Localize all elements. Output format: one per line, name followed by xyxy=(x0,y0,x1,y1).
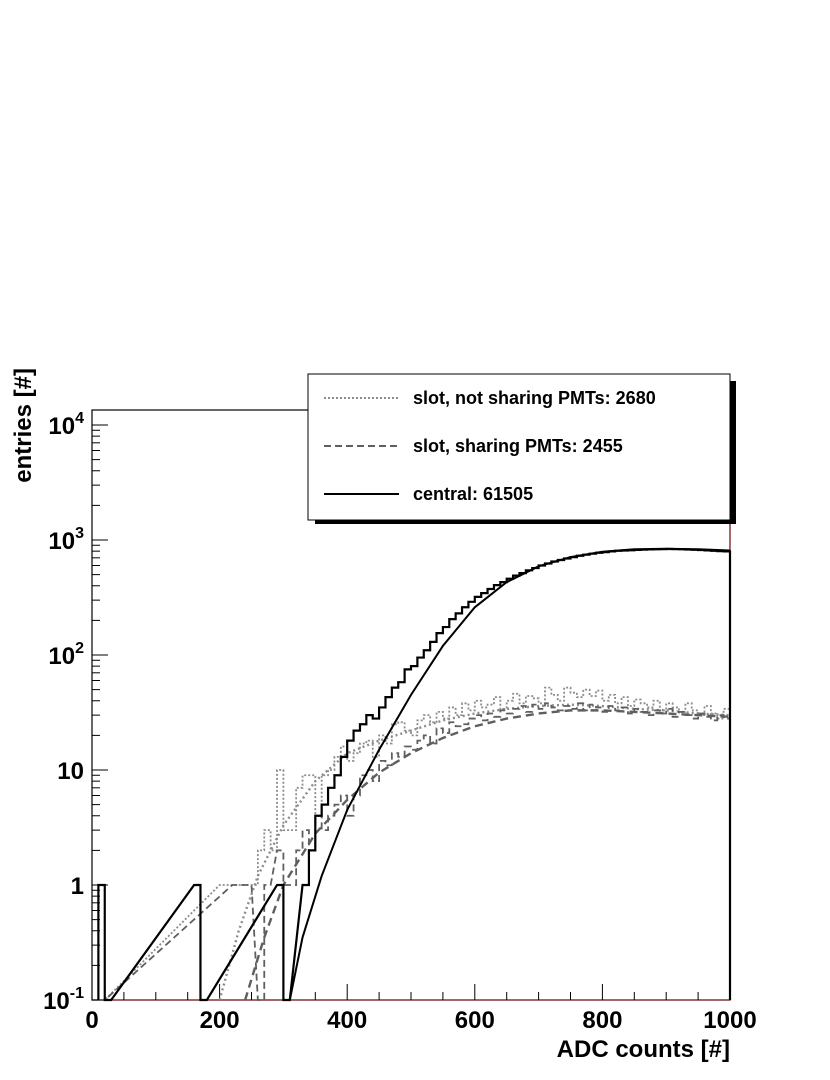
legend: slot, not sharing PMTs: 2680 slot, shari… xyxy=(307,373,736,524)
legend-label-not-sharing: slot, not sharing PMTs: 2680 xyxy=(413,388,656,408)
y-tick-exponent: 4 xyxy=(75,410,84,427)
y-tick-exponent: 3 xyxy=(75,525,84,542)
y-tick-base: 10 xyxy=(57,758,84,785)
series-2 xyxy=(97,547,732,1002)
y-tick-base: 10 xyxy=(48,643,75,670)
x-tick-label: 400 xyxy=(327,1007,367,1034)
x-tick-label: 0 xyxy=(85,1007,98,1034)
x-tick-label: 600 xyxy=(455,1007,495,1034)
legend-box xyxy=(307,373,731,521)
x-tick-label: 200 xyxy=(200,1007,240,1034)
y-tick-base: 1 xyxy=(71,873,84,900)
y-tick-exponent: 2 xyxy=(75,640,84,657)
histogram-1 xyxy=(98,702,731,1001)
series-layer xyxy=(97,547,732,1002)
legend-label-sharing: slot, sharing PMTs: 2455 xyxy=(413,436,623,456)
y-axis-title: entries [#] xyxy=(10,368,37,483)
x-axis: 0 200 400 600 800 1000 xyxy=(85,984,757,1034)
fit-curve-1 xyxy=(243,709,731,1001)
y-tick-exponent: -1 xyxy=(70,985,84,1002)
legend-label-central: central: 61505 xyxy=(413,484,533,504)
y-tick-base: 10 xyxy=(48,528,75,555)
y-tick-label: 10 xyxy=(57,758,84,785)
y-tick-label: 102 xyxy=(48,640,84,670)
x-tick-label: 800 xyxy=(582,1007,622,1034)
fit-curve-2 xyxy=(288,547,731,1001)
y-tick-label: 104 xyxy=(48,410,84,440)
series-1 xyxy=(98,702,731,1001)
y-tick-base: 10 xyxy=(43,988,70,1015)
x-axis-title: ADC counts [#] xyxy=(557,1036,730,1063)
y-tick-label: 103 xyxy=(48,525,84,555)
fit-curve-0 xyxy=(218,703,731,1001)
x-tick-label: 1000 xyxy=(703,1007,756,1034)
y-tick-base: 10 xyxy=(48,413,75,440)
y-tick-label: 10-1 xyxy=(43,985,84,1015)
y-tick-label: 1 xyxy=(71,873,84,900)
